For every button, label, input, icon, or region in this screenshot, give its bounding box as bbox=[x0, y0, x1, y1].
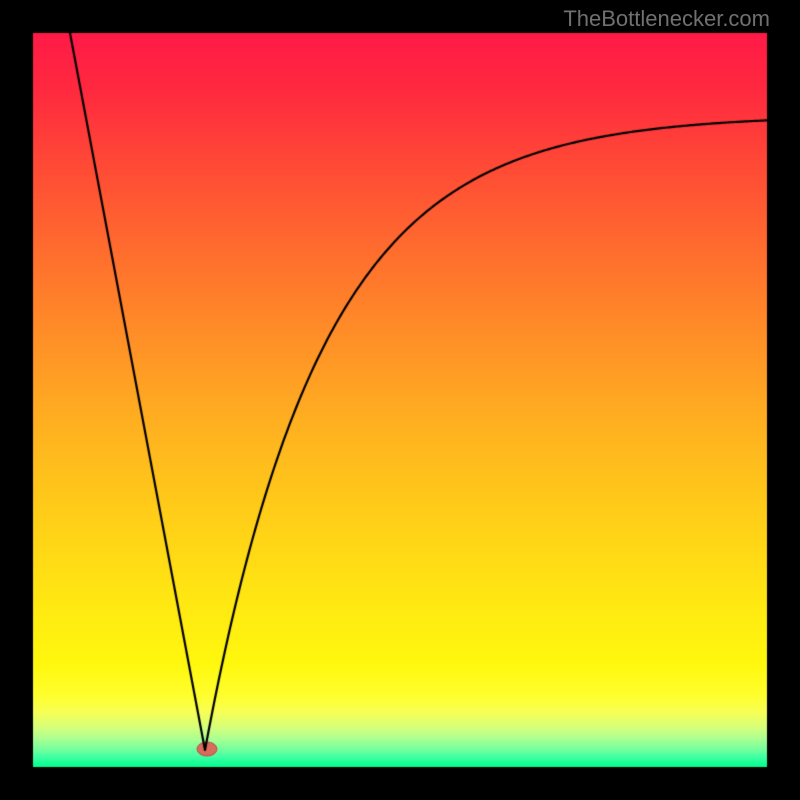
watermark-text: TheBottlenecker.com bbox=[563, 6, 770, 32]
bottleneck-curve-chart bbox=[0, 0, 800, 800]
chart-container: TheBottlenecker.com bbox=[0, 0, 800, 800]
